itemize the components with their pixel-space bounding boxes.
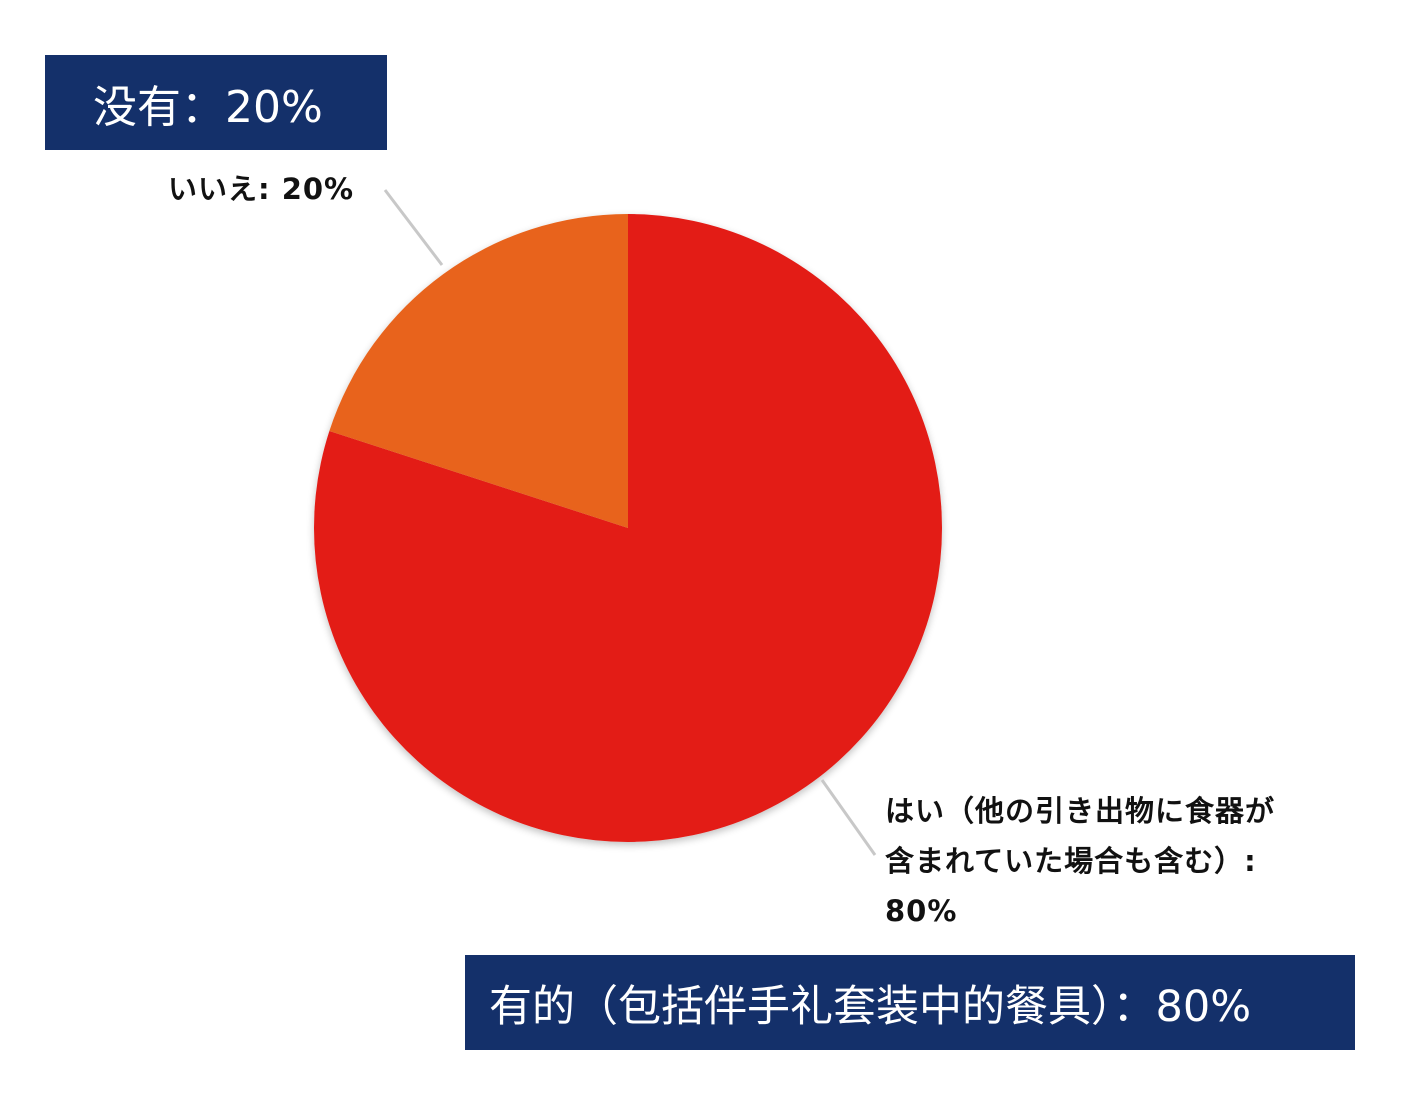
slice-label-no: いいえ: 20% xyxy=(168,172,355,206)
leader-line-no xyxy=(383,189,444,266)
banner-yes: 有的（包括伴手礼套装中的餐具）：80% xyxy=(465,955,1355,1050)
slice-label-yes: はい（他の引き出物に食器が含まれていた場合も含む）: 80% xyxy=(885,794,1276,928)
leader-line-yes xyxy=(820,779,877,856)
banner-no: 没有：20% xyxy=(45,55,387,150)
pie-slice-no xyxy=(329,214,628,528)
